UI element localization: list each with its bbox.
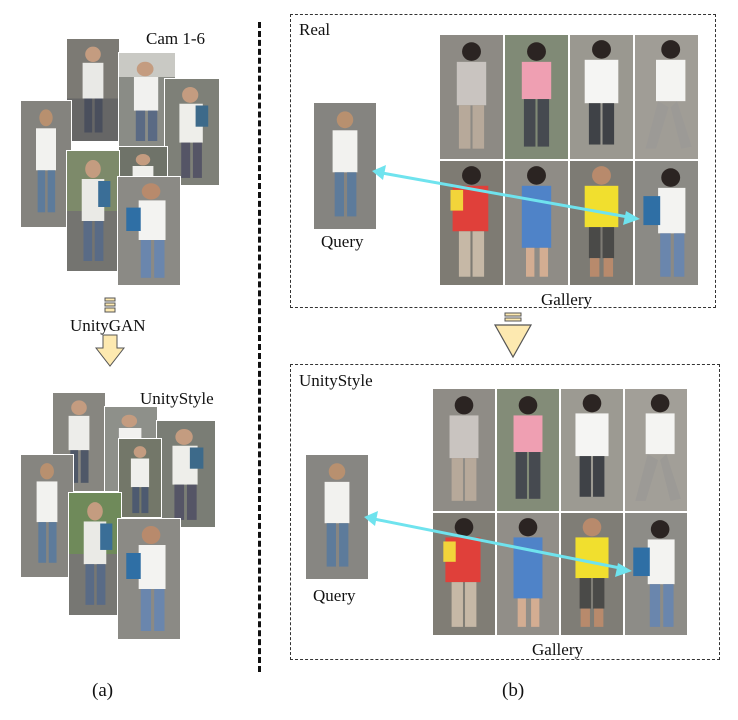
gallery-photo <box>504 34 569 160</box>
gallery-photo <box>634 34 699 160</box>
gallery-photo <box>569 160 634 286</box>
gallery-photo <box>496 388 560 512</box>
person-photo <box>20 100 72 228</box>
person-photo <box>66 38 120 142</box>
person-photo <box>66 150 120 272</box>
person-photo <box>117 518 181 640</box>
real-query-label: Query <box>321 232 364 251</box>
caption-b: (b) <box>502 680 525 701</box>
person-photo <box>117 176 181 286</box>
query-photo <box>313 102 377 230</box>
real-panel-title: Real <box>299 20 331 39</box>
cam-label: Cam 1-6 <box>146 29 206 48</box>
gallery-photo <box>560 512 624 636</box>
real-panel <box>290 14 716 308</box>
unity-query-label: Query <box>313 586 356 605</box>
gallery-photo <box>439 34 504 160</box>
down-arrow-icon <box>94 297 126 367</box>
gallery-photo <box>634 160 699 286</box>
unitystyle-panel <box>290 364 720 660</box>
gan-label: UnityGAN <box>70 316 146 335</box>
person-photo <box>68 492 122 616</box>
gallery-photo <box>624 388 688 512</box>
caption-a: (a) <box>92 680 114 701</box>
section-divider <box>258 22 261 672</box>
person-photo <box>118 438 162 518</box>
gallery-photo <box>432 388 496 512</box>
gallery-photo <box>624 512 688 636</box>
person-photo <box>164 78 220 186</box>
gallery-photo <box>569 34 634 160</box>
gallery-photo <box>560 388 624 512</box>
person-photo <box>118 52 176 150</box>
gallery-photo <box>439 160 504 286</box>
gallery-photo <box>504 160 569 286</box>
match-arrow <box>372 165 640 225</box>
person-photo <box>20 454 74 578</box>
gallery-photo <box>496 512 560 636</box>
match-arrow <box>364 511 632 577</box>
unitystyle-panel-title: UnityStyle <box>299 371 373 390</box>
query-photo <box>305 454 369 580</box>
unity-gallery-label: Gallery <box>532 640 583 659</box>
real-gallery-label: Gallery <box>541 290 592 309</box>
style-label: UnityStyle <box>140 389 214 408</box>
down-arrow-icon <box>493 312 533 359</box>
